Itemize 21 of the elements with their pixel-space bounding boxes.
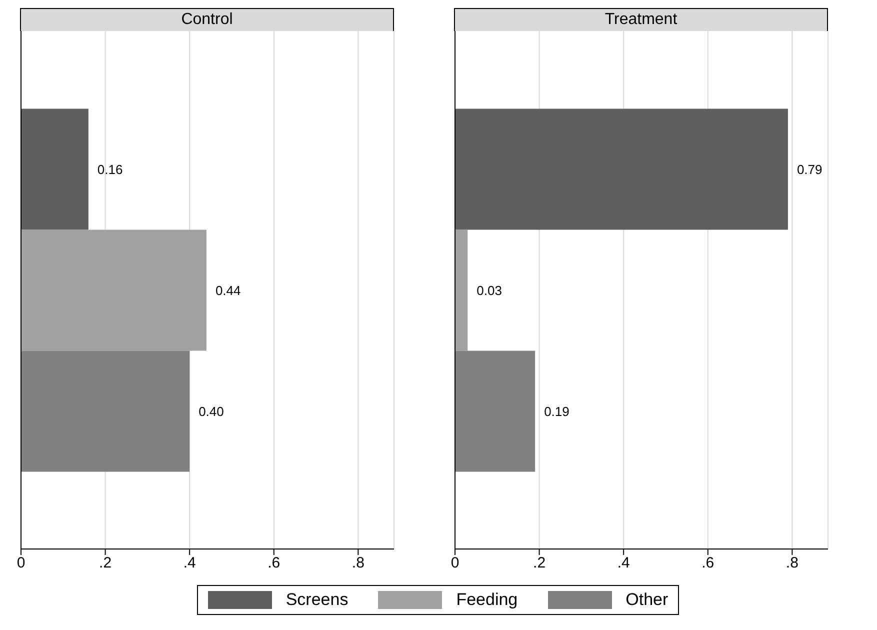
data-label: 0.79 (796, 162, 822, 177)
legend-label: Other (626, 590, 668, 610)
data-label: 0.16 (97, 162, 123, 177)
legend-label: Feeding (456, 590, 518, 610)
x-tick-label: .2 (533, 554, 546, 572)
x-tick-label: .4 (183, 554, 196, 572)
data-label: 0.40 (198, 404, 224, 419)
x-tick-label: .8 (786, 554, 798, 572)
x-tick-label: .2 (99, 554, 112, 572)
legend-label: Screens (286, 590, 348, 610)
data-label: 0.44 (215, 282, 241, 298)
x-tick-label: 0 (16, 554, 26, 572)
chart-title: Treatment (454, 8, 828, 31)
data-label: 0.19 (544, 404, 570, 419)
data-label: 0.03 (476, 282, 502, 298)
x-tick-label: .6 (268, 554, 280, 572)
chart-title: Control (20, 8, 394, 31)
x-tick-label: .4 (617, 554, 630, 572)
x-tick-label: .6 (702, 554, 714, 572)
x-tick-label: 0 (450, 554, 460, 572)
x-tick-label: .8 (352, 554, 364, 572)
